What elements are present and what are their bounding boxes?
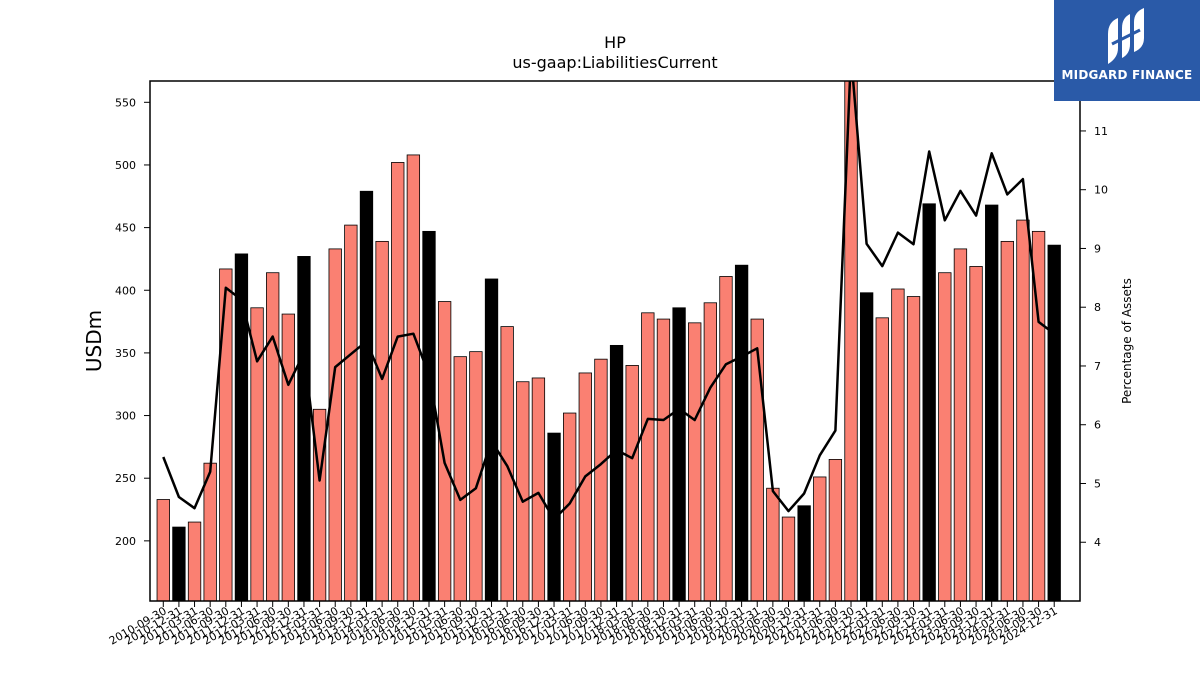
chart-subtitle: us-gaap:LiabilitiesCurrent (512, 53, 717, 72)
y2-tick-label: 7 (1094, 360, 1101, 373)
bar (266, 272, 280, 601)
bar (422, 230, 436, 601)
bar (891, 288, 905, 601)
bar-series (156, 81, 1061, 601)
bar (297, 256, 311, 601)
percentage-line (162, 81, 1055, 521)
y2-tick-label: 5 (1094, 477, 1101, 490)
y-tick-label: 450 (115, 222, 136, 235)
chart-title: HP (604, 33, 626, 52)
bar (719, 276, 733, 601)
bar (969, 266, 983, 601)
y-tick-label: 250 (115, 472, 136, 485)
plot-frame (149, 80, 1081, 602)
bar (766, 487, 780, 601)
bar (281, 313, 295, 601)
bar (172, 526, 186, 601)
bar (781, 516, 796, 601)
bar (688, 322, 702, 601)
bar (1016, 219, 1030, 601)
brand-name: MIDGARD FINANCE (1061, 68, 1193, 82)
bar (750, 318, 764, 601)
midgard-logo-icon (1108, 8, 1144, 64)
y2-tick-label: 9 (1094, 242, 1101, 255)
bar (391, 162, 405, 601)
bar (953, 248, 968, 601)
bar (922, 203, 936, 601)
x-axis-ticks: 2010-09-302010-12-312011-03-312011-06-30… (107, 601, 1060, 648)
y2-tick-label: 4 (1094, 536, 1101, 549)
bar (641, 312, 655, 601)
bar (813, 476, 827, 601)
bar (250, 307, 264, 601)
bar (375, 240, 389, 601)
y2-tick-label: 10 (1094, 184, 1108, 197)
bar (328, 248, 342, 601)
bar (609, 344, 624, 601)
bar (563, 412, 577, 601)
bar (578, 372, 592, 601)
y-tick-label: 400 (115, 284, 136, 297)
bar (859, 292, 874, 601)
y-axis-label: USDm (82, 310, 106, 372)
right-axis-ticks: 4 5 6 7 8 9 10 11 (1080, 125, 1108, 549)
bar (437, 301, 452, 601)
bar (844, 81, 858, 601)
y2-tick-label: 6 (1094, 419, 1101, 432)
bar (1047, 244, 1061, 601)
bar (703, 302, 717, 601)
bar (234, 253, 249, 601)
bar (672, 307, 686, 601)
y2-tick-label: 11 (1094, 125, 1108, 138)
bar (516, 381, 530, 601)
bar (828, 459, 843, 601)
left-axis-ticks: 200 250 300 350 400 450 500 550 (115, 96, 150, 548)
bar (625, 365, 639, 601)
line-series (162, 81, 1055, 521)
bar (1000, 240, 1014, 601)
bar (359, 190, 374, 601)
bar (875, 317, 889, 601)
bar (938, 272, 952, 601)
bar (344, 224, 358, 601)
bar (594, 358, 608, 601)
y-tick-label: 550 (115, 96, 136, 109)
bar (219, 268, 233, 601)
bar (453, 356, 467, 601)
bar (797, 505, 811, 601)
y-tick-label: 350 (115, 347, 136, 360)
bar (156, 499, 170, 601)
bar (656, 318, 671, 601)
y2-axis-label: Percentage of Assets (1120, 278, 1134, 404)
y-tick-label: 200 (115, 535, 136, 548)
bar (906, 296, 921, 601)
bar (406, 154, 421, 601)
y2-tick-label: 8 (1094, 301, 1101, 314)
bar (985, 204, 999, 601)
bar (531, 377, 546, 601)
bar (469, 351, 483, 601)
bar (734, 264, 749, 601)
brand-logo-box: MIDGARD FINANCE (1054, 0, 1200, 101)
bar (187, 521, 202, 601)
y-tick-label: 300 (115, 410, 136, 423)
y-tick-label: 500 (115, 159, 136, 172)
